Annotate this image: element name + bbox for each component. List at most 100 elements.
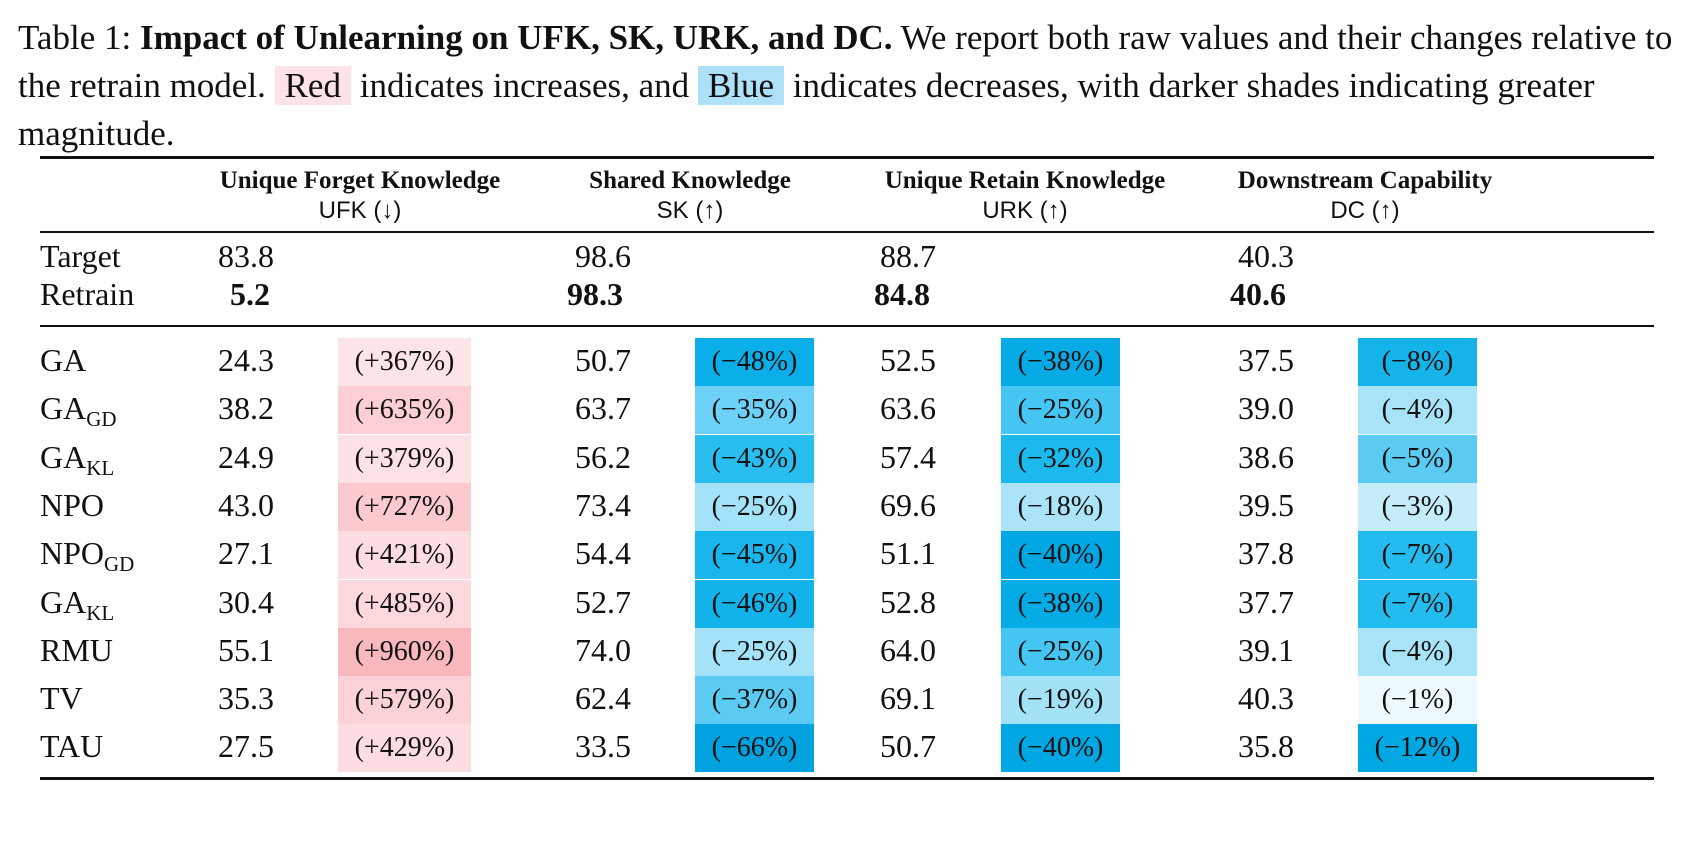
change-ufk: (+579%)	[338, 676, 471, 725]
caption-text-2: indicates increases, and	[350, 66, 698, 105]
change-ufk: (+367%)	[338, 338, 471, 386]
column-header-urk: Unique Retain Knowledge URK (↑)	[855, 166, 1195, 226]
change-dc: (−5%)	[1358, 434, 1477, 483]
bottom-rule	[40, 777, 1654, 780]
change-urk: (−38%)	[1001, 579, 1120, 628]
row-label: TV	[40, 678, 83, 718]
change-sk: (−66%)	[695, 724, 814, 773]
value-dc: 40.3	[1238, 680, 1294, 717]
caption-title: Impact of Unlearning on UFK, SK, URK, an…	[139, 18, 893, 57]
column-abbr: DC (↑)	[1330, 197, 1400, 224]
change-urk: (−25%)	[1001, 627, 1120, 676]
value-ufk: 30.4	[218, 583, 274, 620]
change-dc: (−7%)	[1358, 579, 1477, 628]
row-label: GAKL	[40, 582, 114, 633]
value-dc: 40.6	[1230, 276, 1286, 312]
change-sk: (−45%)	[695, 531, 814, 580]
change-ufk: (+727%)	[338, 482, 471, 531]
change-dc: (−12%)	[1358, 724, 1477, 773]
value-urk: 52.8	[880, 583, 936, 620]
value-ufk: 38.2	[218, 390, 274, 427]
value-urk: 88.7	[880, 238, 936, 274]
change-sk: (−25%)	[695, 482, 814, 531]
change-ufk: (+421%)	[338, 531, 471, 580]
reference-rule	[40, 325, 1654, 327]
method-name: GA	[40, 583, 87, 620]
change-dc: (−4%)	[1358, 627, 1477, 676]
value-dc: 37.8	[1238, 535, 1294, 572]
value-urk: 84.8	[874, 276, 930, 312]
caption-text-3: indicates decreases, with darker shades …	[18, 66, 1595, 153]
column-header-dc: Downstream Capability DC (↑)	[1210, 166, 1520, 226]
value-dc: 39.0	[1238, 390, 1294, 427]
value-urk: 64.0	[880, 631, 936, 668]
value-urk: 50.7	[880, 728, 936, 765]
method-subscript: GD	[86, 407, 117, 432]
caption-label: Table 1:	[18, 18, 132, 57]
value-sk: 74.0	[575, 631, 631, 668]
column-abbr: UFK (↓)	[318, 197, 402, 224]
row-label: GAKL	[40, 437, 114, 488]
value-dc: 37.5	[1238, 342, 1294, 378]
value-ufk: 43.0	[218, 486, 274, 523]
value-sk: 50.7	[575, 342, 631, 378]
method-name: NPO	[40, 535, 105, 572]
change-urk: (−40%)	[1001, 724, 1120, 773]
value-ufk: 24.9	[218, 438, 274, 475]
change-ufk: (+960%)	[338, 627, 471, 676]
value-sk: 98.3	[567, 276, 623, 312]
value-sk: 62.4	[575, 680, 631, 717]
change-dc: (−4%)	[1358, 386, 1477, 435]
change-dc: (−1%)	[1358, 676, 1477, 725]
value-dc: 37.7	[1238, 583, 1294, 620]
change-urk: (−19%)	[1001, 676, 1120, 725]
column-title: Shared Knowledge	[589, 167, 791, 194]
value-urk: 69.1	[880, 680, 936, 717]
method-name: GA	[40, 342, 87, 378]
change-urk: (−18%)	[1001, 482, 1120, 531]
method-subscript: KL	[86, 455, 115, 480]
value-urk: 63.6	[880, 390, 936, 427]
value-sk: 73.4	[575, 486, 631, 523]
change-ufk: (+379%)	[338, 434, 471, 483]
row-label: TAU	[40, 726, 103, 766]
row-label: Target	[40, 238, 121, 274]
method-name: TV	[40, 680, 83, 717]
change-urk: (−25%)	[1001, 386, 1120, 435]
row-label: GAGD	[40, 388, 117, 439]
change-ufk: (+485%)	[338, 579, 471, 628]
value-urk: 57.4	[880, 438, 936, 475]
value-urk: 51.1	[880, 535, 936, 572]
top-rule	[40, 156, 1654, 159]
change-ufk: (+429%)	[338, 724, 471, 773]
value-ufk: 55.1	[218, 631, 274, 668]
change-sk: (−48%)	[695, 338, 814, 386]
value-sk: 33.5	[575, 728, 631, 765]
method-name: RMU	[40, 631, 113, 668]
column-abbr: SK (↑)	[656, 197, 724, 224]
legend-red-swatch: Red	[274, 66, 351, 105]
table-caption: Table 1: Impact of Unlearning on UFK, SK…	[18, 14, 1673, 158]
value-ufk: 5.2	[230, 276, 270, 312]
value-ufk: 24.3	[218, 342, 274, 378]
change-sk: (−35%)	[695, 386, 814, 435]
change-dc: (−3%)	[1358, 482, 1477, 531]
change-urk: (−38%)	[1001, 338, 1120, 386]
legend-blue-swatch: Blue	[697, 66, 785, 105]
value-ufk: 35.3	[218, 680, 274, 717]
row-label: Retrain	[40, 276, 135, 312]
change-ufk: (+635%)	[338, 386, 471, 435]
value-sk: 54.4	[575, 535, 631, 572]
value-dc: 35.8	[1238, 728, 1294, 765]
method-name: NPO	[40, 486, 105, 523]
value-urk: 69.6	[880, 486, 936, 523]
value-ufk: 27.5	[218, 728, 274, 765]
method-name: TAU	[40, 728, 104, 765]
method-subscript: KL	[86, 600, 115, 625]
method-name: GA	[40, 390, 87, 427]
value-dc: 40.3	[1238, 238, 1294, 274]
row-label: RMU	[40, 630, 113, 670]
column-header-ufk: Unique Forget Knowledge UFK (↓)	[195, 166, 525, 226]
column-abbr: URK (↑)	[982, 197, 1068, 224]
value-urk: 52.5	[880, 342, 936, 378]
